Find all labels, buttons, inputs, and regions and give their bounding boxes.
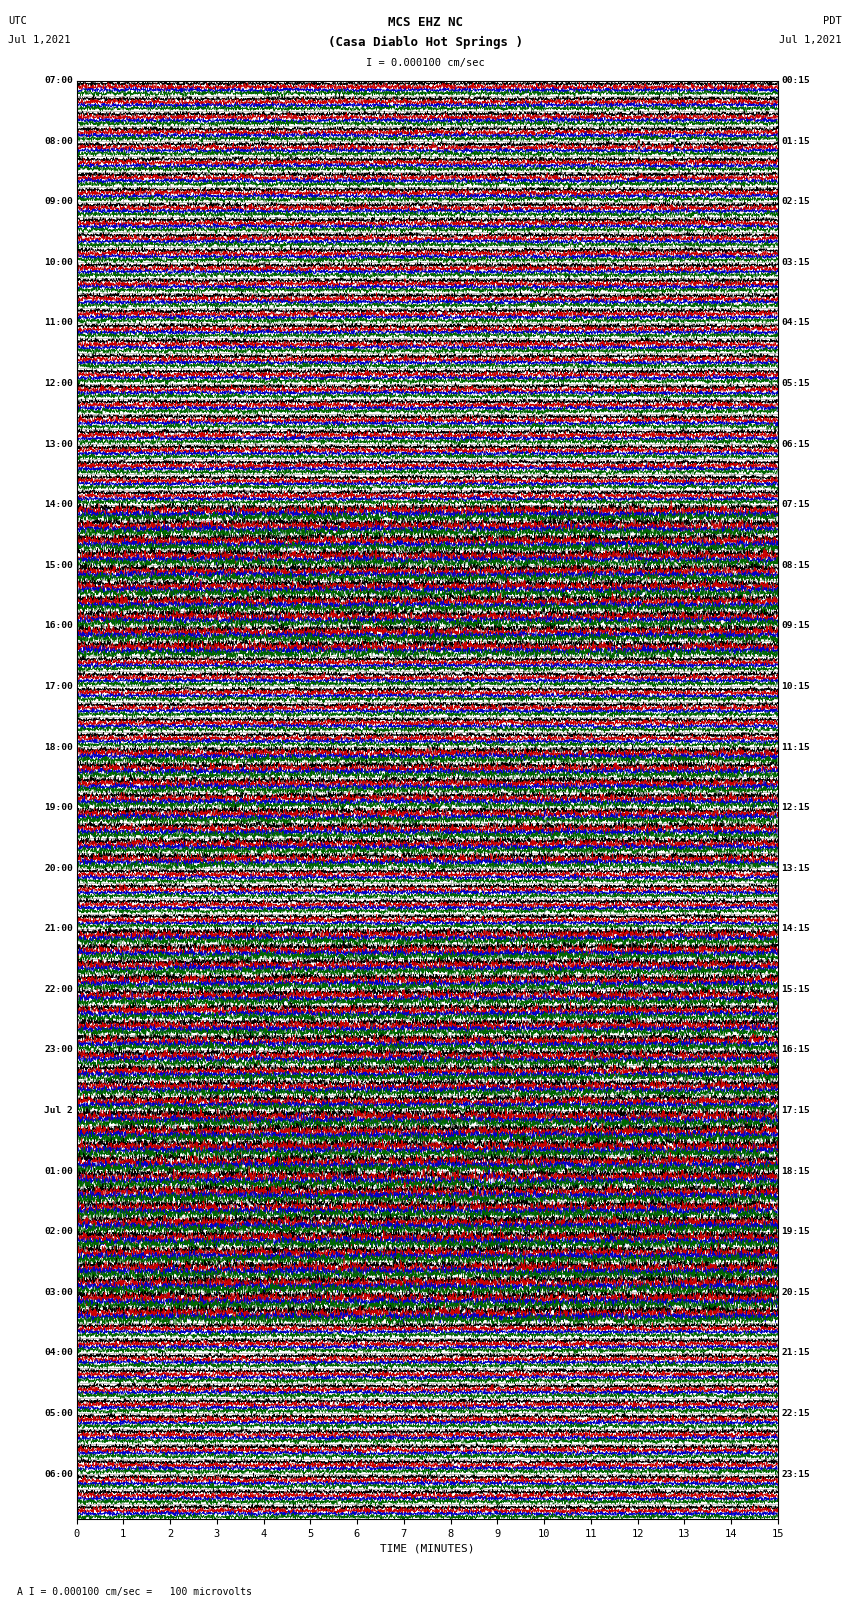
Text: 15:15: 15:15 [781, 986, 810, 994]
Text: 19:15: 19:15 [781, 1227, 810, 1236]
Text: 10:15: 10:15 [781, 682, 810, 690]
Text: 10:00: 10:00 [44, 258, 73, 266]
Text: 05:15: 05:15 [781, 379, 810, 389]
Text: 17:00: 17:00 [44, 682, 73, 690]
Text: 21:15: 21:15 [781, 1348, 810, 1358]
Text: 22:15: 22:15 [781, 1408, 810, 1418]
Text: 04:15: 04:15 [781, 318, 810, 327]
X-axis label: TIME (MINUTES): TIME (MINUTES) [380, 1544, 474, 1553]
Text: 11:15: 11:15 [781, 742, 810, 752]
Text: 08:15: 08:15 [781, 561, 810, 569]
Text: 09:15: 09:15 [781, 621, 810, 631]
Text: A I = 0.000100 cm/sec =   100 microvolts: A I = 0.000100 cm/sec = 100 microvolts [17, 1587, 252, 1597]
Text: 12:15: 12:15 [781, 803, 810, 811]
Text: 13:00: 13:00 [44, 440, 73, 448]
Text: 18:00: 18:00 [44, 742, 73, 752]
Text: Jul 1,2021: Jul 1,2021 [8, 35, 71, 45]
Text: 20:15: 20:15 [781, 1287, 810, 1297]
Text: 16:00: 16:00 [44, 621, 73, 631]
Text: 14:00: 14:00 [44, 500, 73, 510]
Text: PDT: PDT [823, 16, 842, 26]
Text: 23:15: 23:15 [781, 1469, 810, 1479]
Text: 14:15: 14:15 [781, 924, 810, 934]
Text: 19:00: 19:00 [44, 803, 73, 811]
Text: 20:00: 20:00 [44, 863, 73, 873]
Text: 23:00: 23:00 [44, 1045, 73, 1055]
Text: 01:15: 01:15 [781, 137, 810, 145]
Text: 04:00: 04:00 [44, 1348, 73, 1358]
Text: 05:00: 05:00 [44, 1408, 73, 1418]
Text: 17:15: 17:15 [781, 1107, 810, 1115]
Text: 03:00: 03:00 [44, 1287, 73, 1297]
Text: 07:15: 07:15 [781, 500, 810, 510]
Text: 18:15: 18:15 [781, 1166, 810, 1176]
Text: UTC: UTC [8, 16, 27, 26]
Text: 03:15: 03:15 [781, 258, 810, 266]
Text: I = 0.000100 cm/sec: I = 0.000100 cm/sec [366, 58, 484, 68]
Text: 01:00: 01:00 [44, 1166, 73, 1176]
Text: 22:00: 22:00 [44, 986, 73, 994]
Text: 06:00: 06:00 [44, 1469, 73, 1479]
Text: 11:00: 11:00 [44, 318, 73, 327]
Text: 00:15: 00:15 [781, 76, 810, 85]
Text: (Casa Diablo Hot Springs ): (Casa Diablo Hot Springs ) [327, 35, 523, 48]
Text: 15:00: 15:00 [44, 561, 73, 569]
Text: 06:15: 06:15 [781, 440, 810, 448]
Text: 02:15: 02:15 [781, 197, 810, 206]
Text: Jul 1,2021: Jul 1,2021 [779, 35, 842, 45]
Text: MCS EHZ NC: MCS EHZ NC [388, 16, 462, 29]
Text: 02:00: 02:00 [44, 1227, 73, 1236]
Text: 16:15: 16:15 [781, 1045, 810, 1055]
Text: Jul 2: Jul 2 [44, 1107, 73, 1115]
Text: 07:00: 07:00 [44, 76, 73, 85]
Text: 09:00: 09:00 [44, 197, 73, 206]
Text: 08:00: 08:00 [44, 137, 73, 145]
Text: 21:00: 21:00 [44, 924, 73, 934]
Text: 13:15: 13:15 [781, 863, 810, 873]
Text: 12:00: 12:00 [44, 379, 73, 389]
